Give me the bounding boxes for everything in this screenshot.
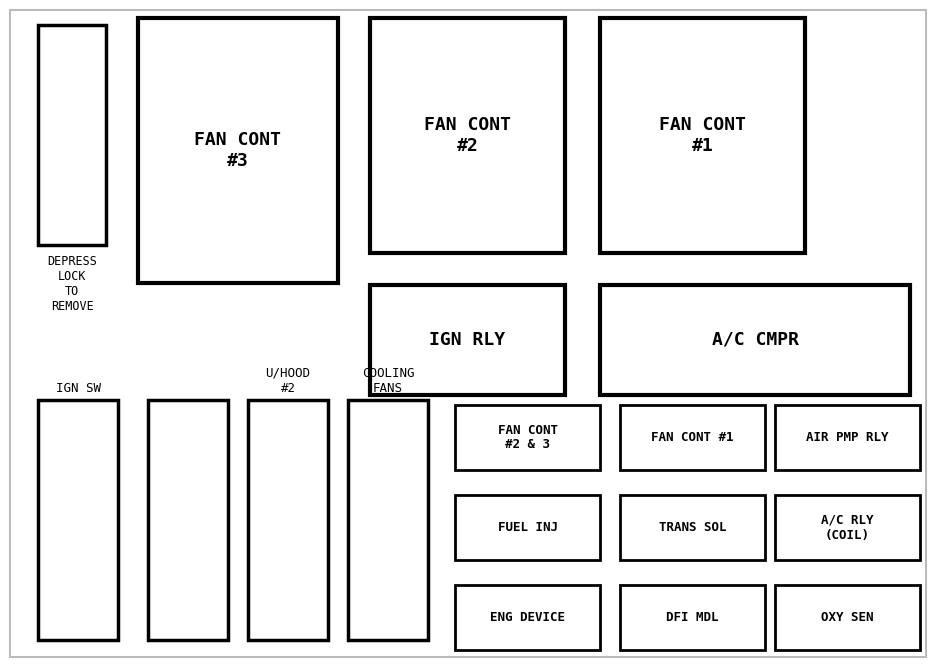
Text: COOLING
FANS: COOLING FANS [361, 367, 415, 395]
Text: A/C RLY
(COIL): A/C RLY (COIL) [821, 514, 873, 542]
Bar [38, 400, 118, 640]
Text: FAN CONT
#2 & 3: FAN CONT #2 & 3 [498, 424, 558, 452]
Text: DFI MDL: DFI MDL [666, 611, 719, 624]
Text: FAN CONT
#1: FAN CONT #1 [659, 116, 746, 155]
Bar [38, 25, 106, 245]
Text: AIR PMP RLY: AIR PMP RLY [806, 431, 889, 444]
Text: U/HOOD
#2: U/HOOD #2 [266, 367, 311, 395]
Text: FAN CONT
#2: FAN CONT #2 [424, 116, 511, 155]
Text: TRANS SOL: TRANS SOL [659, 521, 726, 534]
Bar [600, 18, 805, 253]
Bar [775, 495, 920, 560]
Bar [620, 405, 765, 470]
Bar [248, 400, 328, 640]
Bar [600, 285, 910, 395]
Bar [775, 585, 920, 650]
Bar [775, 405, 920, 470]
Bar [455, 405, 600, 470]
Bar [370, 285, 565, 395]
Bar [455, 495, 600, 560]
Bar [455, 585, 600, 650]
Text: OXY SEN: OXY SEN [821, 611, 873, 624]
Bar [348, 400, 428, 640]
Bar [138, 18, 338, 283]
Bar [148, 400, 228, 640]
Bar [620, 495, 765, 560]
Text: IGN RLY: IGN RLY [430, 331, 505, 349]
Bar [620, 585, 765, 650]
Text: FAN CONT #1: FAN CONT #1 [651, 431, 734, 444]
Bar [370, 18, 565, 253]
Text: FUEL INJ: FUEL INJ [498, 521, 558, 534]
Text: IGN SW: IGN SW [55, 382, 100, 395]
Text: DEPRESS
LOCK
TO
REMOVE: DEPRESS LOCK TO REMOVE [47, 255, 97, 313]
Text: FAN CONT
#3: FAN CONT #3 [195, 131, 282, 170]
Text: ENG DEVICE: ENG DEVICE [490, 611, 565, 624]
Text: A/C CMPR: A/C CMPR [711, 331, 798, 349]
